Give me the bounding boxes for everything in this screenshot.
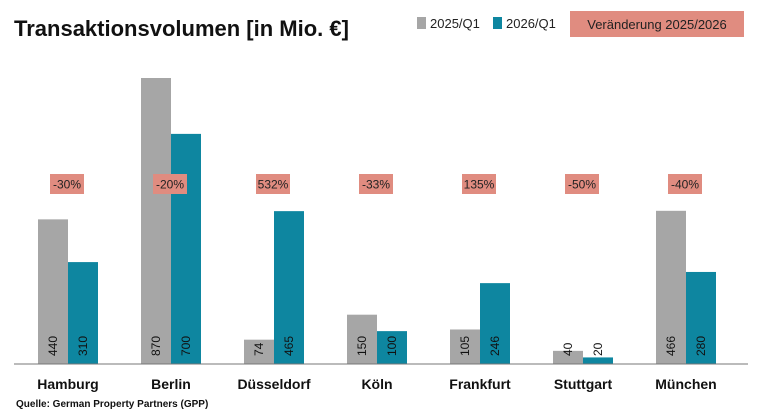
bar-stuttgart-2025-q1 (553, 350, 583, 364)
legend-label-2026: 2026/Q1 (506, 16, 556, 31)
bar-frankfurt-2026-q1 (480, 283, 510, 364)
value-label-frankfurt-2026-q1: 246 (488, 336, 502, 356)
change-label-koeln: -33% (362, 178, 390, 192)
value-label-frankfurt-2025-q1: 105 (458, 336, 472, 356)
bar-duesseldorf-2026-q1 (274, 211, 304, 364)
bar-berlin-2025-q1 (141, 78, 171, 364)
legend-swatch-2025 (417, 17, 426, 29)
x-axis-labels: Hamburg Berlin Düsseldorf Köln Frankfurt Stut… (37, 376, 716, 392)
bar-muenchen-2025-q1 (656, 210, 686, 364)
change-badge-hamburg (50, 174, 84, 194)
legend-change-box (570, 11, 744, 37)
bar-duesseldorf-2025-q1 (244, 339, 274, 364)
change-label-duesseldorf: 532% (258, 178, 289, 192)
bar-stuttgart-2026-q1 (583, 357, 613, 364)
legend-swatch-2026 (493, 17, 502, 29)
value-label-hamburg-2026-q1: 310 (76, 336, 90, 356)
change-label-berlin: -20% (156, 178, 184, 192)
value-label-stuttgart-2026-q1: 20 (591, 342, 605, 356)
bar-berlin-2026-q1 (171, 133, 201, 364)
x-label-frankfurt: Frankfurt (449, 376, 511, 392)
bar-frankfurt-2025-q1 (450, 329, 480, 364)
value-labels-layer: 440 310 870 700 74 465 150 100 105 246 40 20 466 280 (46, 336, 708, 356)
value-label-berlin-2026-q1: 700 (179, 336, 193, 356)
legend-change-label: Veränderung 2025/2026 (587, 17, 727, 32)
value-label-duesseldorf-2026-q1: 465 (282, 336, 296, 356)
bar-muenchen-2026-q1 (686, 271, 716, 364)
x-label-koeln: Köln (361, 376, 392, 392)
value-label-muenchen-2025-q1: 466 (664, 336, 678, 356)
x-label-hamburg: Hamburg (37, 376, 98, 392)
value-label-koeln-2025-q1: 150 (355, 336, 369, 356)
legend-label-2025: 2025/Q1 (430, 16, 480, 31)
change-badge-berlin (153, 174, 187, 194)
value-label-duesseldorf-2025-q1: 74 (252, 342, 266, 356)
change-label-frankfurt: 135% (464, 178, 495, 192)
x-label-berlin: Berlin (151, 376, 191, 392)
value-label-stuttgart-2025-q1: 40 (561, 342, 575, 356)
value-label-hamburg-2025-q1: 440 (46, 336, 60, 356)
bar-koeln-2025-q1 (347, 314, 377, 364)
bar-koeln-2026-q1 (377, 331, 407, 364)
source-note: Quelle: German Property Partners (GPP) (16, 399, 208, 410)
change-badge-frankfurt (462, 174, 496, 194)
x-label-duesseldorf: Düsseldorf (237, 376, 310, 392)
value-label-muenchen-2026-q1: 280 (694, 336, 708, 356)
value-label-berlin-2025-q1: 870 (149, 336, 163, 356)
bar-hamburg-2025-q1 (38, 219, 68, 364)
change-badge-duesseldorf (256, 174, 290, 194)
value-label-koeln-2026-q1: 100 (385, 336, 399, 356)
bar-hamburg-2026-q1 (68, 262, 98, 364)
change-badge-stuttgart (565, 174, 599, 194)
x-label-muenchen: München (655, 376, 716, 392)
change-badge-koeln (359, 174, 393, 194)
bars-layer (38, 78, 716, 364)
change-badges-layer: -30% -20% 532% -33% 135% -50% -40% (50, 174, 702, 194)
change-label-hamburg: -30% (53, 178, 81, 192)
change-label-stuttgart: -50% (568, 178, 596, 192)
chart-title: Transaktionsvolumen [in Mio. €] (14, 16, 349, 41)
legend: 2025/Q1 2026/Q1 Veränderung 2025/2026 (417, 11, 744, 37)
x-label-stuttgart: Stuttgart (554, 376, 613, 392)
change-badge-muenchen (668, 174, 702, 194)
change-label-muenchen: -40% (671, 178, 699, 192)
